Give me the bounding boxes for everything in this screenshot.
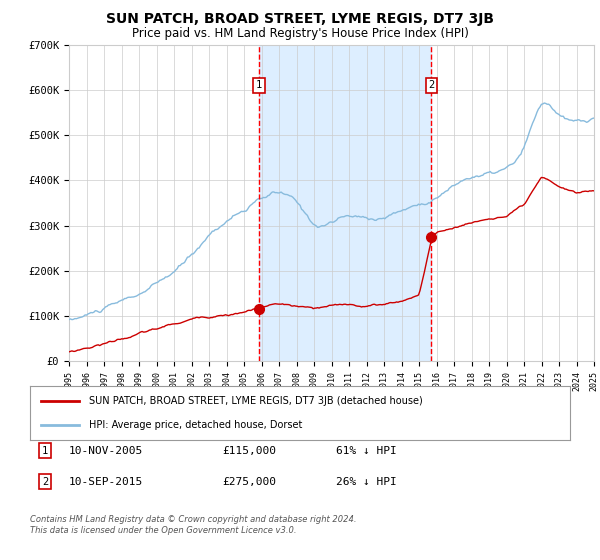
Text: 1: 1 <box>42 446 48 456</box>
Text: £115,000: £115,000 <box>222 446 276 456</box>
Text: HPI: Average price, detached house, Dorset: HPI: Average price, detached house, Dors… <box>89 419 303 430</box>
Text: 61% ↓ HPI: 61% ↓ HPI <box>336 446 397 456</box>
Text: Price paid vs. HM Land Registry's House Price Index (HPI): Price paid vs. HM Land Registry's House … <box>131 27 469 40</box>
Text: 2: 2 <box>428 81 434 91</box>
Text: This data is licensed under the Open Government Licence v3.0.: This data is licensed under the Open Gov… <box>30 526 296 535</box>
Text: Contains HM Land Registry data © Crown copyright and database right 2024.: Contains HM Land Registry data © Crown c… <box>30 515 356 524</box>
Text: 26% ↓ HPI: 26% ↓ HPI <box>336 477 397 487</box>
Bar <box>259 45 431 361</box>
Text: 1: 1 <box>256 81 262 91</box>
Text: £275,000: £275,000 <box>222 477 276 487</box>
Text: 10-NOV-2005: 10-NOV-2005 <box>69 446 143 456</box>
Text: 10-SEP-2015: 10-SEP-2015 <box>69 477 143 487</box>
Text: SUN PATCH, BROAD STREET, LYME REGIS, DT7 3JB: SUN PATCH, BROAD STREET, LYME REGIS, DT7… <box>106 12 494 26</box>
Text: 2: 2 <box>42 477 48 487</box>
Text: SUN PATCH, BROAD STREET, LYME REGIS, DT7 3JB (detached house): SUN PATCH, BROAD STREET, LYME REGIS, DT7… <box>89 396 423 407</box>
